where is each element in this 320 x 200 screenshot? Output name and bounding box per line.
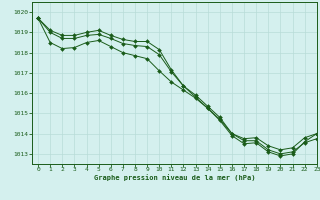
X-axis label: Graphe pression niveau de la mer (hPa): Graphe pression niveau de la mer (hPa) [94,174,255,181]
